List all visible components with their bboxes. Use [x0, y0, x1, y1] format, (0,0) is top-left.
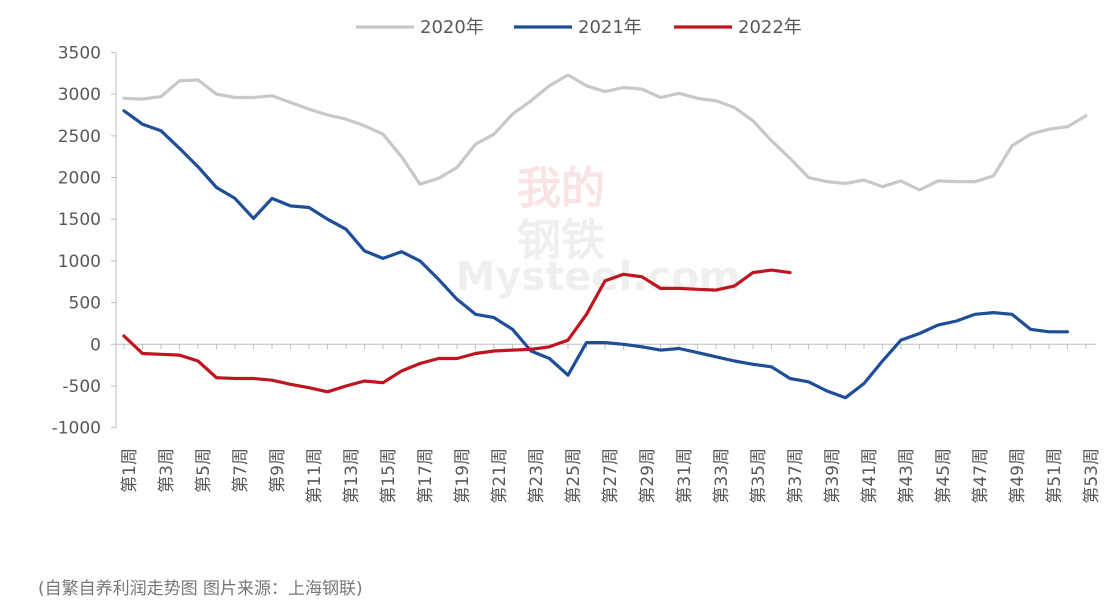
x-tick-label: 第1周: [120, 448, 140, 493]
x-tick-label: 第51周: [1045, 448, 1065, 504]
x-tick-label: 第49周: [1008, 448, 1028, 504]
x-tick-label: 第17周: [416, 448, 436, 504]
series-line-2022年: [122, 268, 792, 394]
y-tick-label: 1000: [58, 252, 101, 272]
legend: 2020年 2021年 2022年: [356, 17, 802, 38]
y-tick-label: -500: [62, 377, 101, 397]
chart-caption: (自繁自养利润走势图 图片来源：上海钢联): [38, 579, 363, 599]
x-tick-label: 第29周: [638, 448, 658, 504]
mysteel-watermark: 我的 钢铁 Mysteel.com: [456, 163, 741, 300]
series-layer: [122, 73, 1088, 400]
line-chart: 我的 钢铁 Mysteel.com -1000 -500 0 500 1000 1500 2…: [52, 17, 1102, 504]
x-tick-label: 第21周: [490, 448, 510, 504]
x-tick-label: 第35周: [749, 448, 769, 504]
y-tick-label: 2000: [58, 169, 101, 189]
y-tick-label: 2500: [58, 127, 101, 147]
y-tick-label: 1500: [58, 210, 101, 230]
watermark-text-cn-2: 钢铁: [517, 215, 605, 266]
x-tick-label: 第33周: [712, 448, 732, 504]
x-tick-label: 第43周: [897, 448, 917, 504]
x-tick-label: 第9周: [268, 448, 288, 493]
x-tick-label: 第39周: [823, 448, 843, 504]
y-tick-label: 0: [90, 335, 101, 355]
x-tick-label: 第45周: [934, 448, 954, 504]
x-tick-label: 第11周: [305, 448, 325, 504]
x-tick-label: 第3周: [157, 448, 177, 493]
x-tick-label: 第19周: [453, 448, 473, 504]
y-tick-label: 3500: [58, 43, 101, 63]
y-tick-label: -1000: [52, 419, 101, 439]
x-tick-label: 第15周: [379, 448, 399, 504]
x-tick-label: 第5周: [194, 448, 214, 493]
axes: -1000 -500 0 500 1000 1500 2000 2500 3000 3500 第1周…: [52, 43, 1102, 503]
x-tick-label: 第27周: [601, 448, 621, 504]
watermark-text-cn-1: 我的: [517, 163, 605, 214]
y-tick-label: 500: [69, 294, 101, 314]
x-tick-label: 第37周: [786, 448, 806, 504]
x-tick-label: 第7周: [231, 448, 251, 493]
x-tick-label: 第23周: [527, 448, 547, 504]
x-tick-label: 第31周: [675, 448, 695, 504]
legend-label: 2021年: [578, 17, 642, 38]
legend-label: 2020年: [420, 17, 484, 38]
x-tick-label: 第41周: [860, 448, 880, 504]
x-tick-label: 第47周: [971, 448, 991, 504]
series-line-2020年: [122, 73, 1088, 192]
x-tick-label: 第53周: [1082, 448, 1102, 504]
y-tick-label: 3000: [58, 85, 101, 105]
x-tick-label: 第25周: [564, 448, 584, 504]
x-tick-label: 第13周: [342, 448, 362, 504]
legend-label: 2022年: [738, 17, 802, 38]
series-line-2021年: [122, 109, 1070, 400]
